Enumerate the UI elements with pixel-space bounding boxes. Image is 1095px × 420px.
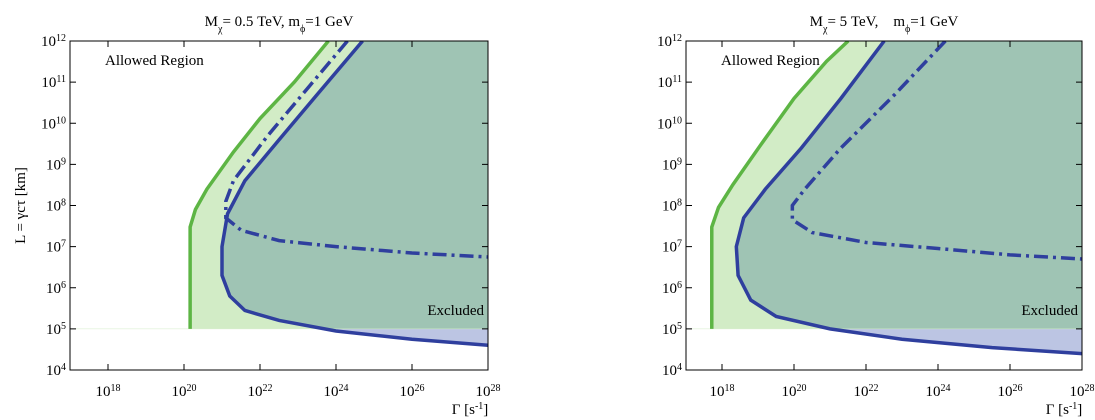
curve	[224, 41, 488, 259]
curve	[220, 41, 488, 347]
y-tick-label: 1012	[657, 33, 682, 51]
curve	[734, 41, 1082, 356]
x-tick-label: 1026	[998, 383, 1023, 401]
y-tick-label: 106	[662, 279, 682, 297]
x-tick-label: 1022	[854, 383, 879, 401]
curve	[188, 41, 330, 329]
y-tick-label: 107	[662, 238, 682, 256]
y-axis-label: L = γcτ [km]	[13, 167, 29, 244]
annotation: Allowed Region	[721, 53, 820, 69]
y-tick-label: 104	[662, 362, 682, 380]
x-tick-label: 1020	[782, 383, 807, 401]
x-tick-label: 1018	[96, 383, 121, 401]
y-tick-label: 105	[46, 320, 66, 338]
y-tick-label: 105	[662, 320, 682, 338]
curve	[710, 41, 850, 329]
x-tick-label: 1028	[1070, 383, 1095, 401]
x-axis-label: Γ [s-1]	[452, 401, 489, 419]
chart-title: Mχ= 0.5 TeV, mϕ=1 GeV	[205, 14, 354, 35]
y-tick-label: 1011	[41, 74, 66, 92]
y-tick-label: 109	[46, 156, 66, 174]
y-tick-label: 1012	[41, 33, 66, 51]
x-tick-label: 1020	[172, 383, 197, 401]
y-tick-label: 108	[662, 197, 682, 215]
y-tick-label: 106	[46, 279, 66, 297]
y-tick-label: 1010	[41, 115, 66, 133]
x-tick-label: 1022	[248, 383, 273, 401]
annotation: Excluded	[427, 303, 484, 319]
y-tick-label: 108	[46, 197, 66, 215]
x-tick-label: 1026	[400, 383, 425, 401]
y-tick-label: 104	[46, 362, 66, 380]
x-tick-label: 1028	[476, 383, 501, 401]
y-tick-label: 109	[662, 156, 682, 174]
y-tick-label: 107	[46, 238, 66, 256]
y-tick-label: 1010	[657, 115, 682, 133]
chart-title: Mχ= 5 TeV, mϕ=1 GeV	[810, 14, 959, 35]
excluded-area-above	[736, 41, 1082, 329]
annotation: Allowed Region	[105, 53, 204, 69]
y-tick-label: 1011	[657, 74, 682, 92]
panel: 1018 1020 1022 1024 1026 1028 104 105 106 107 108 1…	[657, 14, 1095, 418]
x-tick-label: 1024	[926, 383, 951, 401]
panel: 1018 1020 1022 1024 1026 1028 104 105 106 107 108 1…	[13, 14, 501, 418]
x-tick-label: 1018	[710, 383, 735, 401]
excluded-area-above	[222, 41, 488, 329]
x-axis-label: Γ [s-1]	[1046, 401, 1083, 419]
annotation: Excluded	[1021, 303, 1078, 319]
curve	[790, 41, 1082, 261]
x-tick-label: 1024	[324, 383, 349, 401]
